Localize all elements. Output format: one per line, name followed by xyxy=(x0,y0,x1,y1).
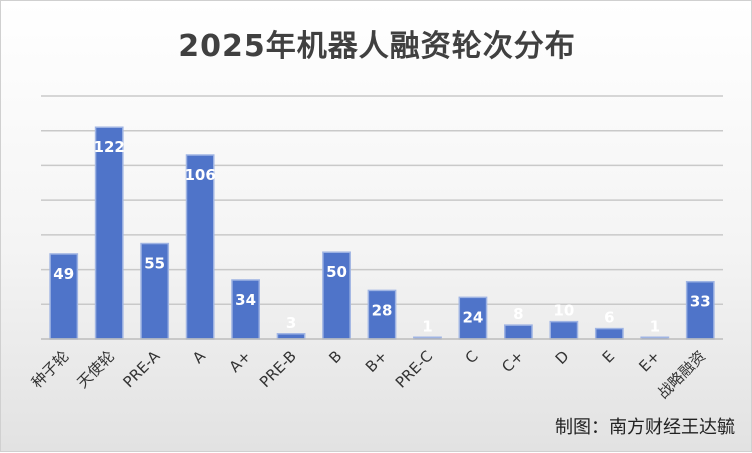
x-tick-label-6: B xyxy=(325,347,345,367)
bar-1 xyxy=(94,126,124,340)
bar-9 xyxy=(458,296,488,340)
data-label-13: 1 xyxy=(650,317,660,335)
data-label-10: 8 xyxy=(513,305,523,323)
x-tick-label-1: 天使轮 xyxy=(73,347,118,392)
data-label-7: 28 xyxy=(372,301,393,319)
data-label-6: 50 xyxy=(326,263,347,281)
data-label-2: 55 xyxy=(144,255,165,273)
data-label-8: 1 xyxy=(422,317,432,335)
data-label-11: 10 xyxy=(553,302,574,320)
data-label-5: 3 xyxy=(286,314,296,332)
bar-5 xyxy=(276,333,306,340)
data-label-14: 33 xyxy=(690,293,711,311)
data-label-0: 49 xyxy=(53,265,74,283)
data-label-9: 24 xyxy=(462,308,483,326)
x-tick-label-5: PRE-B xyxy=(256,347,300,391)
bar-7 xyxy=(367,289,397,340)
bar-12 xyxy=(594,327,624,340)
x-tick-label-13: E+ xyxy=(635,347,663,375)
x-tick-label-3: A xyxy=(189,347,210,368)
x-tick-label-14: 战略融资 xyxy=(654,347,709,402)
x-tick-labels: 种子轮 天使轮 PRE-A A A+ PRE-B B B+ PRE-C C C+ D E E+战略融资 xyxy=(28,347,709,403)
bar-3 xyxy=(185,154,215,340)
x-tick-label-2: PRE-A xyxy=(119,347,164,392)
data-label-12: 6 xyxy=(604,309,614,327)
data-label-3: 106 xyxy=(184,166,215,184)
chart-title: 2025年机器人融资轮次分布 xyxy=(178,29,576,64)
bar-6 xyxy=(322,251,351,340)
bar-10 xyxy=(504,324,533,340)
x-tick-label-0: 种子轮 xyxy=(28,347,73,392)
x-tick-label-8: PRE-C xyxy=(392,347,436,391)
x-tick-label-11: D xyxy=(552,347,573,368)
x-tick-label-7: B+ xyxy=(362,347,391,376)
bar-11 xyxy=(549,320,579,340)
bar-4 xyxy=(231,279,260,340)
source-note: 制图：南方财经王达毓 xyxy=(555,417,735,438)
bar-14 xyxy=(685,280,715,340)
x-tick-label-12: E xyxy=(599,347,618,366)
x-tick-label-10: C+ xyxy=(498,347,527,376)
data-label-4: 34 xyxy=(235,291,256,309)
data-label-1: 122 xyxy=(94,138,125,156)
bar-0 xyxy=(49,253,79,340)
x-tick-label-9: C xyxy=(462,347,482,367)
x-tick-label-4: A+ xyxy=(226,347,255,376)
